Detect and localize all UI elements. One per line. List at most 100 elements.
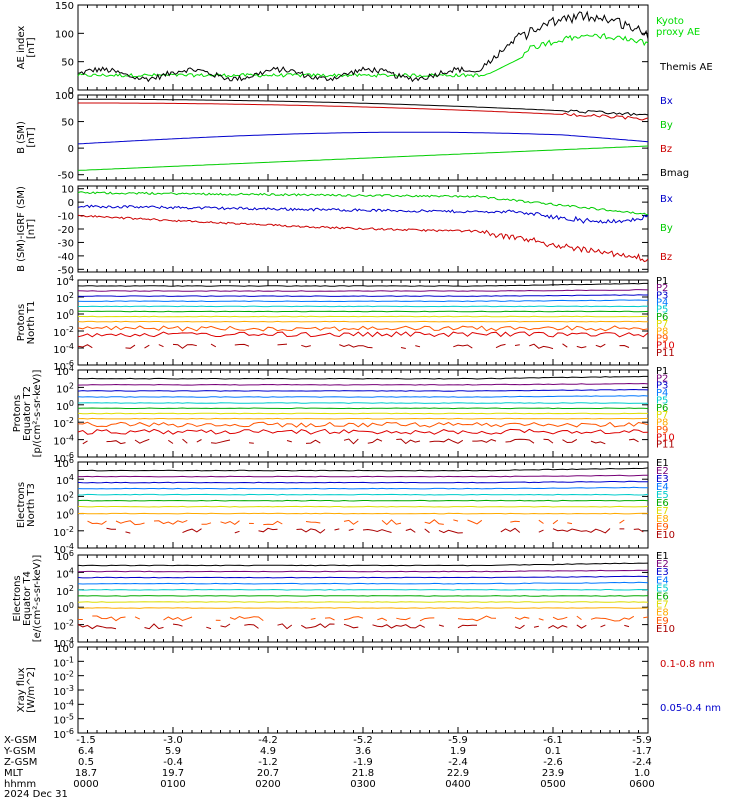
panel-5-legend-1: P1: [656, 366, 668, 377]
electrons-north-e8-line: [77, 512, 649, 515]
panel-6-legend-7: E7: [656, 506, 669, 517]
panel-3-ytick: -30: [58, 238, 74, 249]
panel-7-legend-2: E2: [656, 559, 669, 570]
panel-7-legend-4: E4: [656, 575, 669, 586]
panel-5-ylabel: [p/(cm²-s-sr-keV)]: [32, 370, 43, 458]
panel-5-legend-11: P11: [656, 440, 675, 451]
protons-equator-p8-line: [77, 417, 649, 420]
electrons-equator-e4-line: [77, 581, 649, 585]
panel-1-legend-1: Themis AE: [659, 62, 713, 73]
panel-1-ylabel: AE index: [16, 26, 27, 70]
protons-north-p1-line: [77, 282, 648, 287]
panel-2-legend-2: By: [660, 120, 673, 131]
b-sm-by-line: [77, 145, 649, 171]
axis-col-7-z: -2.4: [632, 757, 652, 768]
electrons-north-e7-line: [77, 505, 649, 508]
axis-col-4-mlt: 21.8: [352, 768, 374, 779]
panel-6-ytick: 10-2: [53, 525, 74, 539]
panel-6-legend-2: E2: [656, 466, 669, 477]
protons-north-p6-line: [77, 310, 649, 313]
panel-2-legend-1: Bx: [660, 96, 673, 107]
axis-col-5-mlt: 22.9: [447, 768, 469, 779]
panel-4-legend-2: P2: [656, 283, 668, 294]
axis-col-4-z: -1.9: [353, 757, 373, 768]
panel-4-ylabel: Protons: [16, 304, 27, 341]
panel-2-ytick: 50: [61, 118, 74, 129]
panel-4-legend-5: P5: [656, 305, 668, 316]
axis-col-2-mlt: 19.7: [162, 768, 184, 779]
panel-6-ylabel: Electrons: [16, 482, 27, 528]
protons-equator-p10-line: [77, 428, 649, 435]
panel-7-frame: [77, 554, 649, 643]
panel-6-legend-10: E10: [656, 530, 675, 541]
axis-col-5-hhmm: 0400: [445, 779, 470, 790]
axis-col-6-hhmm: 0500: [540, 779, 565, 790]
axis-col-6-y: 0.1: [545, 746, 561, 757]
panel-2-legend-4: Bmag: [660, 168, 689, 179]
b-igrf-by-line: [77, 191, 649, 215]
electrons-north-e9-line: [88, 520, 649, 525]
panel-5-legend-2: P2: [656, 373, 668, 384]
panel-1-legend-1: proxy AE: [656, 27, 700, 38]
panel-8-ytick: 10-3: [53, 684, 74, 698]
panel-4-legend-4: P4: [656, 298, 668, 309]
protons-north-p7-line: [78, 315, 649, 318]
panel-3-legend-1: Bx: [660, 194, 673, 205]
protons-north-p10-line: [77, 331, 649, 338]
panel-5-legend-7: P7: [656, 410, 668, 421]
electrons-north-e1-line: [77, 467, 649, 472]
panel-4-legend-7: P7: [656, 319, 668, 330]
panel-3-ytick: -20: [58, 225, 74, 236]
panel-4-legend-3: P3: [656, 290, 668, 301]
panel-8-ytick: 10-2: [53, 670, 74, 684]
protons-north-p11-line: [78, 344, 639, 349]
panel-8-ylabel: [W/m^2]: [26, 667, 37, 713]
axis-col-1-hhmm: 0000: [73, 779, 98, 790]
panel-5-legend-10: P10: [656, 432, 675, 443]
panel-7-ylabel: Equator T4: [22, 571, 33, 626]
protons-equator-p11-line: [83, 439, 648, 444]
b-sm-bz-line: [78, 102, 649, 121]
panel-6-ylabel: North T3: [26, 483, 37, 527]
panel-6-ytick: 102: [56, 490, 74, 504]
panel-2-ylabel: [nT]: [26, 127, 37, 147]
panel-5-legend-6: P6: [656, 403, 668, 414]
electrons-equator-e2-line: [77, 569, 649, 573]
axis-col-6-z: -2.6: [543, 757, 563, 768]
protons-equator-p6-line: [77, 407, 649, 410]
protons-equator-p4-line: [77, 395, 649, 398]
electrons-equator-e8-line: [77, 607, 649, 609]
panel-7-legend-6: E6: [656, 592, 669, 603]
panel-5-ytick: 100: [56, 399, 74, 413]
axis-col-2-x: -3.0: [163, 735, 183, 746]
electrons-north-e3-line: [77, 480, 648, 484]
axis-col-2-hhmm: 0100: [160, 779, 185, 790]
panel-5-ylabel: Equator T2: [22, 386, 33, 441]
electrons-equator-e10-line: [78, 624, 639, 629]
ae-themis-line: [77, 10, 649, 83]
panel-4-ylabel: North T1: [26, 301, 37, 345]
electrons-equator-e5-line: [77, 588, 649, 591]
panel-8-ylabel: Xray flux: [16, 668, 27, 713]
axis-col-1-z: 0.5: [78, 757, 94, 768]
protons-equator-p9-line: [77, 421, 649, 428]
axis-row-label-1: X-GSM: [4, 735, 37, 746]
b-sm-bmag-line: [78, 98, 649, 117]
protons-north-p3-line: [77, 294, 648, 297]
panel-1-ytick: 100: [55, 29, 74, 40]
panel-4-ytick: 104: [56, 274, 74, 288]
panel-8-frame: [77, 646, 649, 734]
panel-6-legend-9: E9: [656, 522, 669, 533]
panel-7-ytick: 106: [56, 549, 74, 563]
axis-col-7-hhmm: 0600: [629, 779, 654, 790]
panel-6-ytick: 104: [56, 473, 74, 487]
protons-north-p5-line: [78, 305, 649, 308]
panel-4-ytick: 100: [56, 308, 74, 322]
axis-col-3-z: -1.2: [258, 757, 278, 768]
axis-col-1-x: -1.5: [76, 735, 96, 746]
panel-6-legend-8: E8: [656, 514, 669, 525]
axis-col-3-y: 4.9: [260, 746, 276, 757]
panel-8-ytick: 10-1: [53, 655, 74, 669]
panel-6-legend-3: E3: [656, 474, 669, 485]
electrons-equator-e6-line: [77, 595, 649, 597]
